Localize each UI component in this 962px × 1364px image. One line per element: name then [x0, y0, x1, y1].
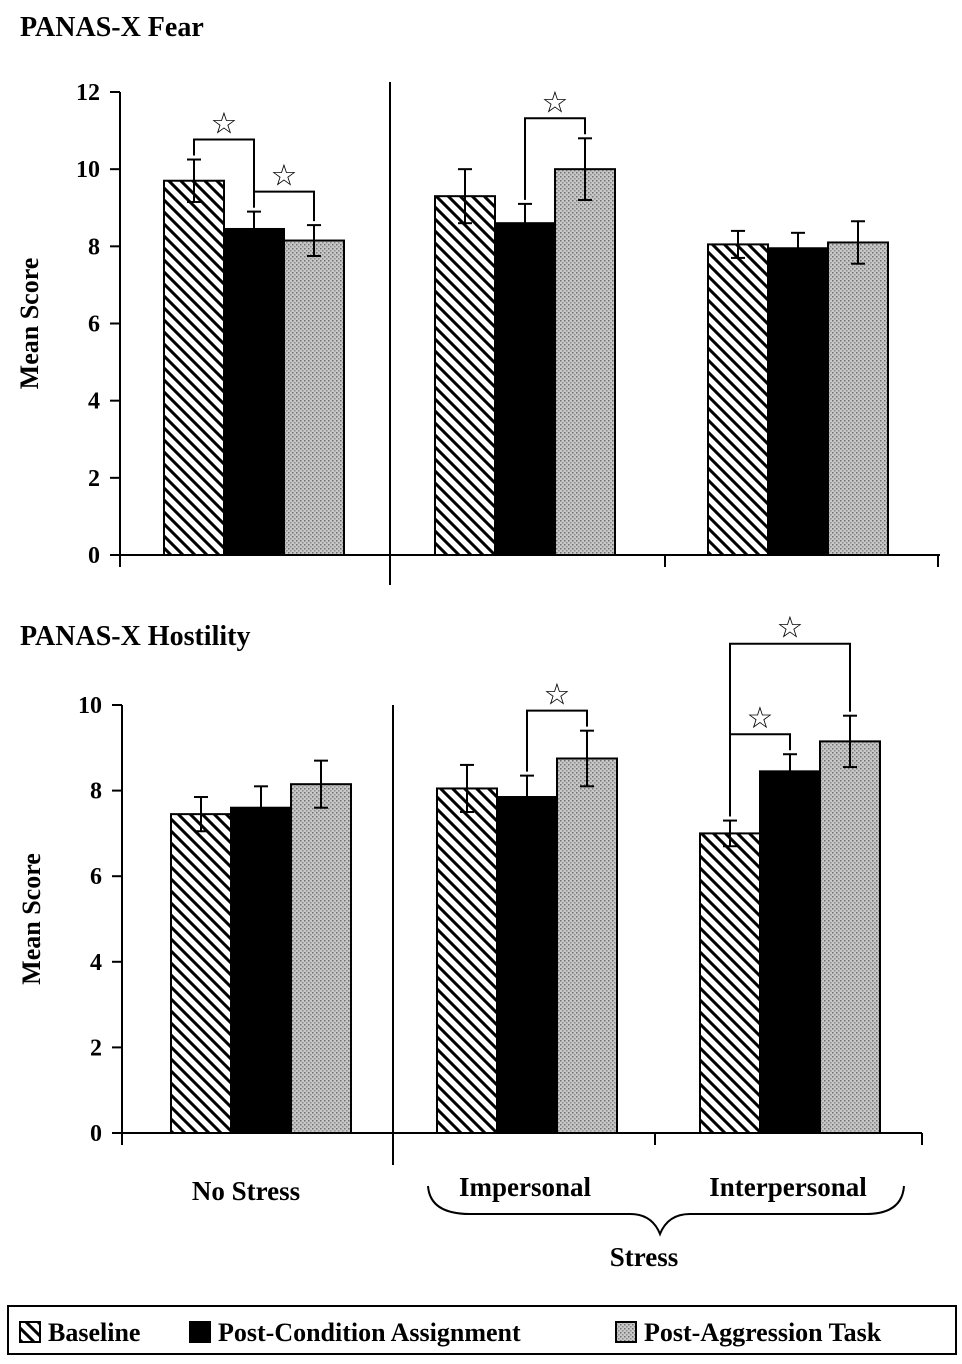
bar-post-condition-assignment-no-stress [230, 806, 292, 1134]
category-label: Interpersonal [709, 1172, 867, 1202]
group-label-stress: Stress [610, 1242, 679, 1272]
legend-box [7, 1305, 957, 1355]
y-tick-label: 0 [88, 543, 100, 569]
significance-star-icon: ☆ [747, 702, 774, 735]
bar-post-condition-assignment-no-stress [223, 227, 285, 557]
chart-title: PANAS-X Hostility [20, 621, 250, 652]
significance-star-icon: ☆ [542, 86, 569, 119]
significance-bracket [524, 117, 586, 200]
bar-baseline-no-stress [170, 813, 232, 1134]
y-axis-label: Mean Score [15, 258, 44, 390]
y-tick-label: 0 [90, 1121, 102, 1147]
significance-star-icon: ☆ [544, 679, 571, 712]
significance-bracket [193, 138, 255, 208]
y-tick-label: 10 [78, 693, 102, 719]
legend-label: Baseline [48, 1318, 140, 1347]
y-tick-label: 4 [88, 389, 100, 415]
bar-post-condition-assignment-impersonal [496, 796, 558, 1135]
chart-panel-fear: PANAS-X Fear 0 2 4 6 8 10 12 Mean Score ☆ ☆ ☆ [15, 12, 940, 585]
bar-post-aggression-task-no-stress [290, 783, 352, 1134]
bar-baseline-impersonal [436, 787, 498, 1135]
legend-swatch [189, 1321, 211, 1343]
legend-label: Post-Condition Assignment [218, 1318, 521, 1347]
bar-baseline-impersonal [434, 195, 496, 557]
bar-post-condition-assignment-interpersonal [759, 770, 821, 1135]
bar-post-condition-assignment-interpersonal [767, 247, 829, 556]
bar-post-aggression-task-interpersonal [827, 241, 889, 556]
y-tick-label: 8 [88, 234, 100, 260]
bar-post-aggression-task-impersonal [554, 168, 616, 557]
bar-post-aggression-task-impersonal [556, 757, 618, 1134]
y-tick-label: 2 [88, 466, 100, 492]
chart-panel-hostility: PANAS-X Hostility 0 2 4 6 8 10 Mean Score ☆ ☆ ☆ [17, 612, 923, 1165]
bar-post-aggression-task-interpersonal [819, 740, 881, 1134]
y-tick-label: 6 [88, 312, 100, 338]
y-tick-label: 10 [76, 157, 100, 183]
bar-baseline-no-stress [163, 179, 225, 556]
bar-post-aggression-task-no-stress [283, 239, 345, 556]
legend-swatch [615, 1321, 637, 1343]
bar-baseline-interpersonal [707, 243, 769, 556]
y-tick-label: 8 [90, 779, 102, 805]
y-tick-label: 6 [90, 864, 102, 890]
significance-bracket [729, 642, 851, 817]
y-tick-label: 4 [90, 950, 102, 976]
significance-star-icon: ☆ [777, 612, 804, 645]
category-label: Impersonal [459, 1172, 592, 1202]
significance-star-icon: ☆ [271, 160, 298, 193]
chart-title: PANAS-X Fear [20, 12, 204, 43]
bar-post-condition-assignment-impersonal [494, 222, 556, 557]
stress-brace [427, 1185, 905, 1237]
y-tick-label: 12 [76, 80, 100, 106]
y-axis-label: Mean Score [17, 853, 46, 985]
category-label: No Stress [192, 1176, 300, 1206]
significance-bracket [253, 190, 315, 222]
significance-star-icon: ☆ [211, 108, 238, 141]
significance-bracket [526, 709, 588, 772]
y-tick-label: 2 [90, 1035, 102, 1061]
legend-label: Post-Aggression Task [644, 1318, 882, 1347]
legend-swatch [19, 1321, 41, 1343]
bar-baseline-interpersonal [699, 832, 761, 1135]
